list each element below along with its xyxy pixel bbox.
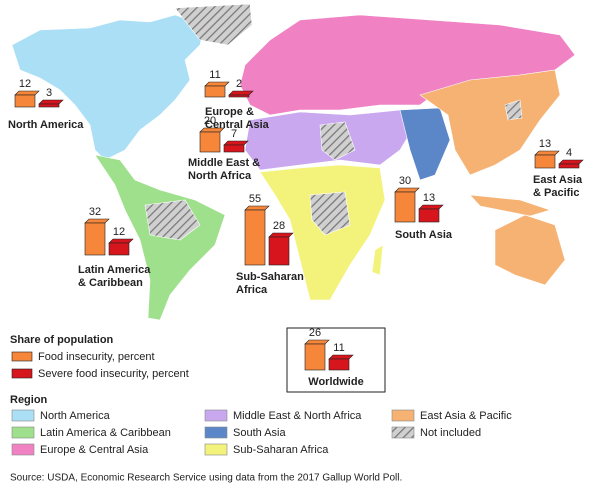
legend-swatch <box>11 426 35 439</box>
bar-top <box>244 205 270 211</box>
bar-top <box>534 150 560 156</box>
region-label: & Caribbean <box>78 277 143 289</box>
legend-swatch <box>391 409 415 422</box>
bar <box>328 358 350 371</box>
region-label: South Asia <box>395 229 453 241</box>
bar <box>304 343 326 371</box>
bar <box>534 154 556 169</box>
legend-label: South Asia <box>233 427 286 439</box>
bar <box>228 94 250 98</box>
north-america <box>11 14 206 161</box>
world-map <box>11 3 576 321</box>
region-label: North Africa <box>188 170 252 182</box>
value-label: 7 <box>231 128 237 140</box>
bar-top <box>108 238 134 244</box>
value-label: 12 <box>113 226 125 238</box>
worldwide-label: Worldwide <box>308 376 363 388</box>
bar-top <box>328 354 354 360</box>
legend-swatch <box>204 426 228 439</box>
value-label: 30 <box>399 175 411 187</box>
not-included-area <box>319 121 356 161</box>
legend-label: North America <box>40 410 111 422</box>
legend-swatch <box>391 426 415 439</box>
bar <box>204 85 226 98</box>
value-label: 20 <box>204 115 216 127</box>
bar <box>418 208 440 223</box>
not-included-area <box>504 99 523 121</box>
value-label: 26 <box>309 327 321 339</box>
bar <box>108 242 130 256</box>
bar-top <box>38 99 64 105</box>
bar <box>558 163 580 169</box>
bar-top <box>394 187 420 193</box>
bar-top <box>418 204 444 210</box>
value-label: 4 <box>566 147 572 159</box>
bar <box>394 191 416 223</box>
legend-title: Region <box>10 394 48 406</box>
legend-label: Food insecurity, percent <box>38 351 155 363</box>
source-note: Source: USDA, Economic Research Service … <box>10 473 402 484</box>
bar-top <box>558 159 584 165</box>
greenland <box>174 3 253 46</box>
bar <box>38 103 60 108</box>
legend-label: Not included <box>420 427 481 439</box>
region-label: Latin America <box>78 264 151 276</box>
value-label: 13 <box>423 192 435 204</box>
east-asia-pacific <box>419 69 561 176</box>
region-label: Middle East & <box>188 157 260 169</box>
legend-swatch <box>204 443 228 456</box>
region-label: East Asia <box>533 174 583 186</box>
islands <box>469 194 551 217</box>
legend-label: Latin America & Caribbean <box>40 427 171 439</box>
value-label: 13 <box>539 138 551 150</box>
value-label: 11 <box>209 69 220 81</box>
region-label: Sub-Saharan <box>236 271 304 283</box>
legend-label: Middle East & North Africa <box>233 410 362 422</box>
bar-top <box>304 339 330 345</box>
bar <box>14 94 36 108</box>
bar-top <box>204 81 230 87</box>
region-label: Europe & <box>205 106 254 118</box>
bar-top <box>228 90 254 96</box>
bar-top <box>199 127 225 133</box>
australia <box>494 214 566 286</box>
legend-swatch <box>11 368 33 379</box>
region-label: Africa <box>236 284 268 296</box>
bar-top <box>268 232 294 238</box>
legend-label: East Asia & Pacific <box>420 410 512 422</box>
value-label: 28 <box>273 220 285 232</box>
value-label: 11 <box>333 342 344 354</box>
not-included-area <box>309 191 351 236</box>
region-label: North America <box>8 119 84 131</box>
latin-america <box>94 154 226 321</box>
bar <box>223 144 245 153</box>
not-included-area <box>144 199 201 241</box>
legend-label: Severe food insecurity, percent <box>38 368 189 380</box>
value-label: 2 <box>236 78 242 90</box>
bar <box>84 222 106 256</box>
bar <box>268 236 290 266</box>
value-label: 55 <box>249 193 261 205</box>
legend-label: Sub-Saharan Africa <box>233 444 329 456</box>
legend-swatch <box>11 409 35 422</box>
legend-title: Share of population <box>10 334 114 346</box>
legend-swatch <box>11 443 35 456</box>
value-label: 12 <box>19 78 31 90</box>
bar <box>199 131 221 153</box>
legend-label: Europe & Central Asia <box>40 444 149 456</box>
bar-top <box>84 218 110 224</box>
bar-top <box>14 90 40 96</box>
bar <box>244 209 266 266</box>
value-label: 3 <box>46 87 52 99</box>
legend-swatch <box>11 351 33 362</box>
value-label: 32 <box>89 206 101 218</box>
bar-top <box>223 140 249 146</box>
south-asia <box>399 107 451 181</box>
madagascar <box>371 244 384 276</box>
region-label: & Pacific <box>533 187 579 199</box>
legend-swatch <box>204 409 228 422</box>
